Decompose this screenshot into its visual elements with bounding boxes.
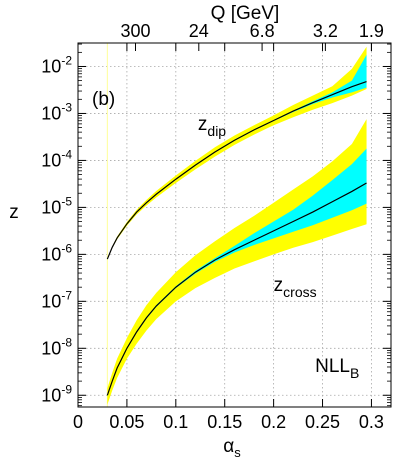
x-axis-label: αs: [223, 436, 241, 460]
x-tick-label: 0.05: [109, 412, 144, 432]
y-tick-label-base: 10: [41, 197, 61, 217]
y-tick-label-base: 10: [41, 56, 61, 76]
top-tick-label: 300: [120, 21, 150, 41]
y-tick-label: 10-8: [41, 335, 72, 358]
nllb-label-main: NLL: [315, 356, 350, 377]
y-tick-label: 10-4: [41, 147, 72, 170]
nllb-label: NLLB: [315, 356, 359, 381]
x-tick-label: 0: [73, 412, 83, 432]
x-tick-label: 0.3: [359, 412, 384, 432]
top-axis-label: Q [GeV]: [211, 3, 280, 24]
y-tick-label-base: 10: [41, 291, 61, 311]
y-tick-label: 10-9: [41, 382, 72, 405]
top-tick-label: 6.8: [250, 21, 275, 41]
top-tick-label: 24: [189, 21, 209, 41]
zcross-label-main: z: [274, 275, 284, 296]
y-tick-label: 10-5: [41, 194, 72, 217]
plot-frame: [77, 42, 392, 408]
line-layer: [106, 80, 367, 396]
y-tick-label: 10-6: [41, 241, 72, 264]
top-tick-label: 3.2: [313, 21, 338, 41]
tick-layer: [77, 43, 391, 407]
x-tick-label: 0.1: [163, 412, 188, 432]
y-tick-label-exponent: -9: [61, 382, 72, 396]
y-axis-label: z: [9, 202, 19, 223]
y-tick-label-exponent: -7: [61, 288, 72, 302]
top-tick-label: 1.9: [359, 21, 384, 41]
y-tick-label-exponent: -6: [61, 241, 72, 255]
x-axis-label-main: α: [223, 436, 234, 457]
y-tick-label-exponent: -5: [61, 194, 72, 208]
zdip-label: zdip: [198, 114, 226, 139]
label-layer: 0 0.05 0.1 0.15 0.2 0.25 0.310-910-810-710-610…: [41, 21, 384, 432]
y-tick-label-exponent: -4: [61, 147, 72, 161]
y-tick-label-base: 10: [41, 338, 61, 358]
z_cross-inner-band: [107, 148, 367, 397]
zdip-label-main: z: [198, 114, 208, 135]
z_cross-outer-band: [107, 119, 367, 405]
x-tick-label: 0.25: [305, 412, 340, 432]
zcross-label-sub: cross: [283, 284, 316, 300]
y-tick-label-base: 10: [41, 385, 61, 405]
y-tick-label-base: 10: [41, 150, 61, 170]
panel-label: (b): [92, 89, 115, 110]
z_cross-central-line: [106, 182, 367, 396]
y-tick-label-base: 10: [41, 244, 61, 264]
x-tick-label: 0.2: [261, 412, 286, 432]
band-layer: [107, 46, 367, 405]
x-axis-label-sub: s: [234, 445, 241, 460]
y-tick-label-exponent: -3: [61, 100, 72, 114]
y-tick-label: 10-2: [41, 53, 72, 76]
nllb-label-sub: B: [350, 365, 359, 381]
x-tick-label: 0.15: [207, 412, 242, 432]
y-tick-label: 10-7: [41, 288, 72, 311]
zcross-label: zcross: [274, 275, 317, 300]
y-tick-label-exponent: -2: [61, 53, 72, 67]
y-tick-label-base: 10: [41, 103, 61, 123]
y-tick-label: 10-3: [41, 100, 72, 123]
z_dip-central-line: [106, 80, 367, 260]
y-tick-label-exponent: -8: [61, 335, 72, 349]
zdip-label-sub: dip: [207, 123, 226, 139]
